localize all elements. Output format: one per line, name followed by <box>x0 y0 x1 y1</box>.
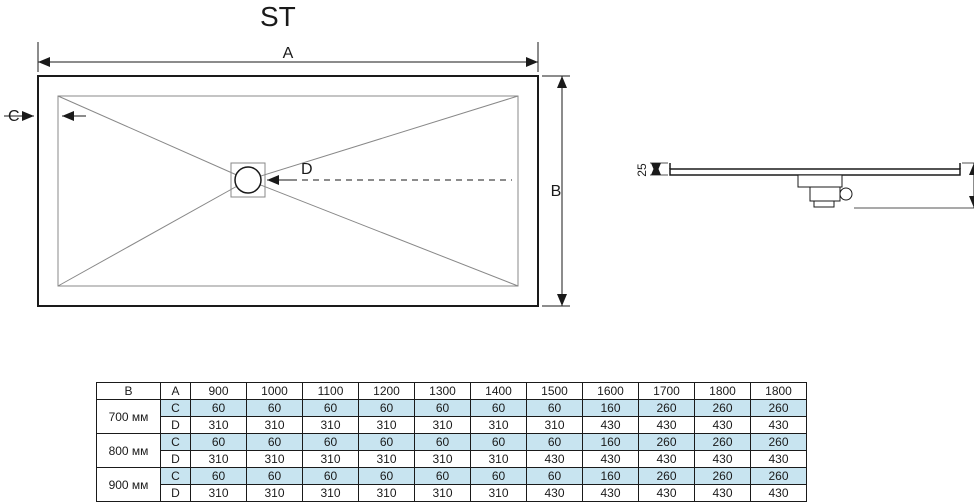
cell-2-0-6: 60 <box>527 468 583 485</box>
cell-1-0-8: 260 <box>639 434 695 451</box>
cell-2-0-0: 60 <box>191 468 247 485</box>
svg-text:B: B <box>551 183 562 200</box>
svg-text:25: 25 <box>635 163 649 177</box>
cell-0-1-8: 430 <box>639 417 695 434</box>
cell-0-0-0: 60 <box>191 400 247 417</box>
row-label-1-1: D <box>161 451 191 468</box>
cell-0-1-7: 430 <box>583 417 639 434</box>
cell-2-0-7: 160 <box>583 468 639 485</box>
cell-2-0-2: 60 <box>303 468 359 485</box>
th-a: A <box>161 383 191 400</box>
cell-1-1-5: 310 <box>471 451 527 468</box>
th-b: B <box>97 383 161 400</box>
cell-0-1-3: 310 <box>359 417 415 434</box>
cell-2-1-5: 310 <box>471 485 527 502</box>
cell-2-1-1: 310 <box>247 485 303 502</box>
th-aval-10: 1800 <box>751 383 807 400</box>
row-label-2-0: C <box>161 468 191 485</box>
cell-2-1-0: 310 <box>191 485 247 502</box>
row-label-0-0: C <box>161 400 191 417</box>
cell-0-1-5: 310 <box>471 417 527 434</box>
th-aval-2: 1100 <box>303 383 359 400</box>
cell-2-0-8: 260 <box>639 468 695 485</box>
cell-0-0-6: 60 <box>527 400 583 417</box>
cell-0-0-1: 60 <box>247 400 303 417</box>
cell-2-0-3: 60 <box>359 468 415 485</box>
th-aval-6: 1500 <box>527 383 583 400</box>
cell-2-1-4: 310 <box>415 485 471 502</box>
th-aval-1: 1000 <box>247 383 303 400</box>
cell-1-1-7: 430 <box>583 451 639 468</box>
cell-2-1-3: 310 <box>359 485 415 502</box>
cell-0-0-4: 60 <box>415 400 471 417</box>
cell-1-0-9: 260 <box>695 434 751 451</box>
th-aval-0: 900 <box>191 383 247 400</box>
cell-1-0-7: 160 <box>583 434 639 451</box>
cell-1-0-5: 60 <box>471 434 527 451</box>
dimension-table: BA90010001100120013001400150016001700180… <box>96 382 807 502</box>
th-aval-7: 1600 <box>583 383 639 400</box>
cell-1-0-6: 60 <box>527 434 583 451</box>
cell-2-0-9: 260 <box>695 468 751 485</box>
svg-text:D: D <box>301 161 313 178</box>
cell-1-1-1: 310 <box>247 451 303 468</box>
technical-drawing: STABCD2575 <box>0 0 974 340</box>
cell-0-0-5: 60 <box>471 400 527 417</box>
cell-0-1-4: 310 <box>415 417 471 434</box>
cell-2-1-2: 310 <box>303 485 359 502</box>
cell-0-0-8: 260 <box>639 400 695 417</box>
b-label-0: 700 мм <box>97 400 161 434</box>
cell-1-0-2: 60 <box>303 434 359 451</box>
cell-2-0-4: 60 <box>415 468 471 485</box>
row-label-1-0: C <box>161 434 191 451</box>
drawing-svg: STABCD2575 <box>0 0 974 340</box>
cell-2-0-5: 60 <box>471 468 527 485</box>
b-label-2: 900 мм <box>97 468 161 502</box>
cell-0-0-9: 260 <box>695 400 751 417</box>
svg-text:A: A <box>283 45 294 62</box>
svg-text:C: C <box>8 108 20 125</box>
cell-2-1-10: 430 <box>751 485 807 502</box>
cell-2-1-6: 430 <box>527 485 583 502</box>
cell-0-1-0: 310 <box>191 417 247 434</box>
cell-0-0-3: 60 <box>359 400 415 417</box>
cell-1-1-6: 430 <box>527 451 583 468</box>
cell-0-0-10: 260 <box>751 400 807 417</box>
row-label-0-1: D <box>161 417 191 434</box>
cell-1-0-1: 60 <box>247 434 303 451</box>
cell-0-1-6: 310 <box>527 417 583 434</box>
row-label-2-1: D <box>161 485 191 502</box>
cell-0-1-2: 310 <box>303 417 359 434</box>
cell-1-1-2: 310 <box>303 451 359 468</box>
cell-2-1-9: 430 <box>695 485 751 502</box>
dimension-table-wrap: BA90010001100120013001400150016001700180… <box>96 382 807 502</box>
cell-1-0-3: 60 <box>359 434 415 451</box>
cell-1-1-4: 310 <box>415 451 471 468</box>
cell-2-1-8: 430 <box>639 485 695 502</box>
cell-0-1-10: 430 <box>751 417 807 434</box>
cell-2-1-7: 430 <box>583 485 639 502</box>
cell-2-0-10: 260 <box>751 468 807 485</box>
b-label-1: 800 мм <box>97 434 161 468</box>
cell-1-1-10: 430 <box>751 451 807 468</box>
cell-0-1-9: 430 <box>695 417 751 434</box>
th-aval-4: 1300 <box>415 383 471 400</box>
cell-0-0-2: 60 <box>303 400 359 417</box>
th-aval-8: 1700 <box>639 383 695 400</box>
th-aval-5: 1400 <box>471 383 527 400</box>
cell-1-0-0: 60 <box>191 434 247 451</box>
cell-1-1-9: 430 <box>695 451 751 468</box>
th-aval-3: 1200 <box>359 383 415 400</box>
svg-text:ST: ST <box>260 1 296 32</box>
cell-1-1-8: 430 <box>639 451 695 468</box>
cell-0-1-1: 310 <box>247 417 303 434</box>
cell-0-0-7: 160 <box>583 400 639 417</box>
cell-1-1-3: 310 <box>359 451 415 468</box>
th-aval-9: 1800 <box>695 383 751 400</box>
cell-1-0-10: 260 <box>751 434 807 451</box>
cell-1-1-0: 310 <box>191 451 247 468</box>
cell-2-0-1: 60 <box>247 468 303 485</box>
cell-1-0-4: 60 <box>415 434 471 451</box>
